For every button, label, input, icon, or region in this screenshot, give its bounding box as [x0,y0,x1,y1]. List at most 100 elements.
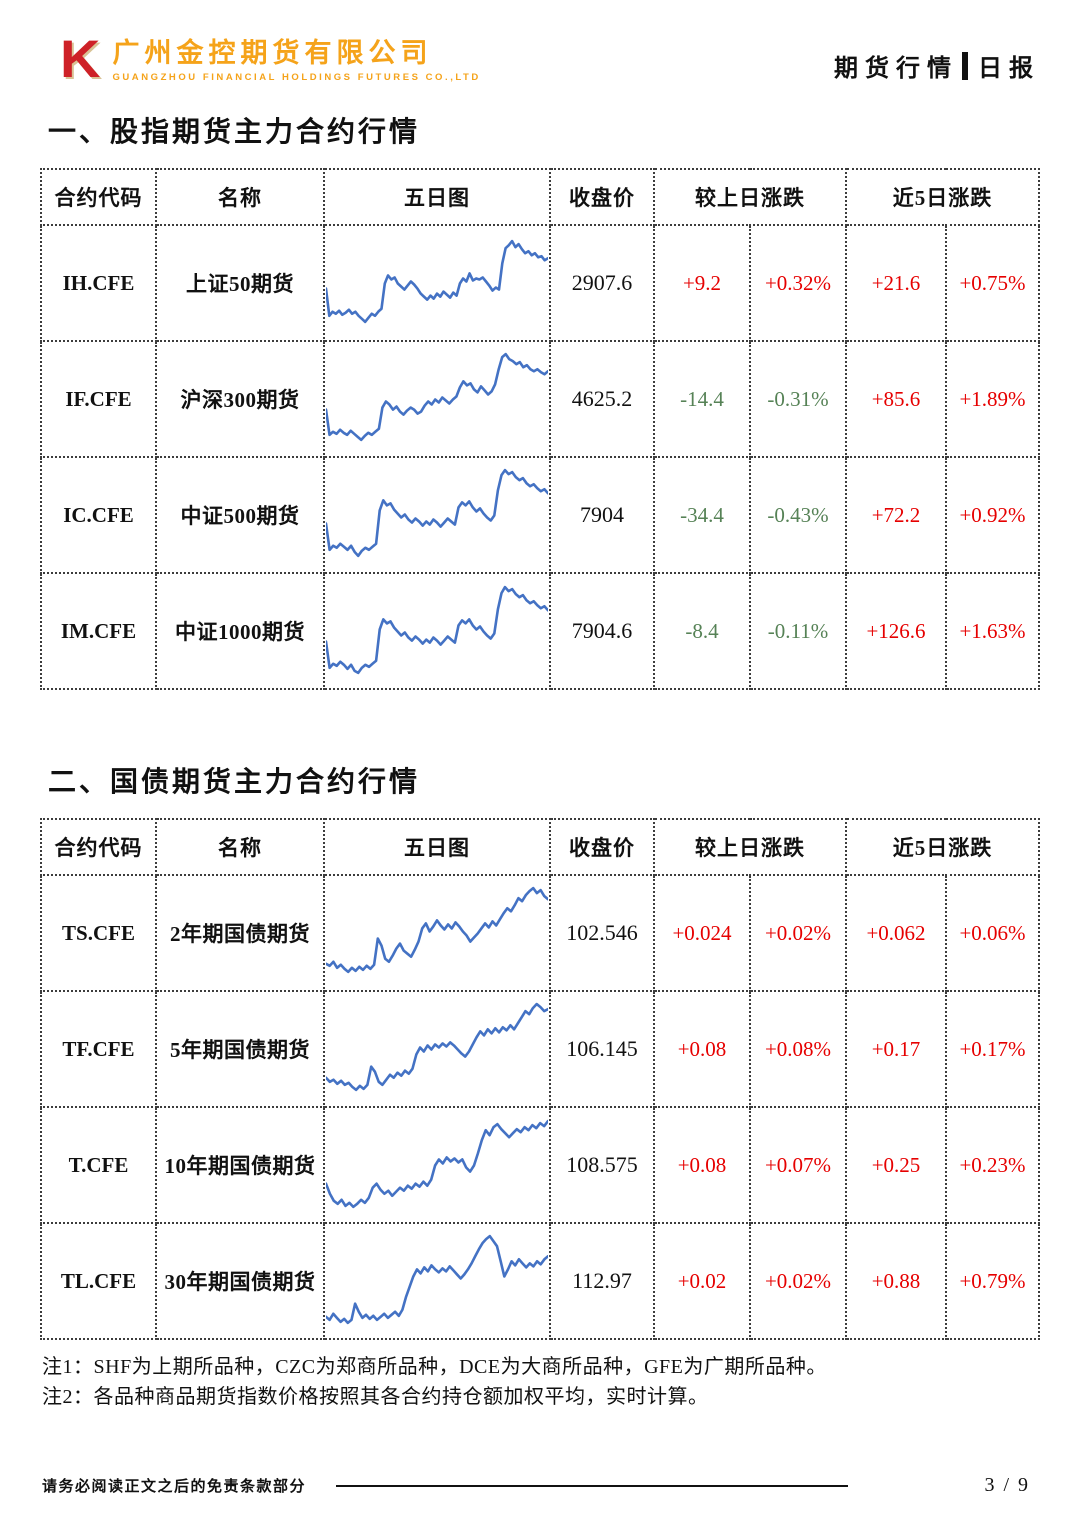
table-row: IH.CFE 上证50期货 2907.6 +9.2 +0.32% +21.6 +… [40,224,1040,342]
col-header-code: 合约代码 [40,818,157,876]
five-day-change-cell: +126.6 [845,572,947,690]
footer-rule [336,1484,849,1487]
day-change-cell: +0.02 [653,1222,751,1340]
col-header-five-day-change: 近5日涨跌 [845,818,1040,876]
footnote-2: 注2：各品种商品期货指数价格按照其各合约持仓额加权平均，实时计算。 [42,1386,709,1408]
col-header-chart: 五日图 [323,168,551,226]
close-price-cell: 102.546 [549,874,655,992]
contract-name-cell: 中证500期货 [155,456,325,574]
day-change-cell: -34.4 [653,456,751,574]
contract-name-cell: 2年期国债期货 [155,874,325,992]
table-row: IF.CFE 沪深300期货 4625.2 -14.4 -0.31% +85.6… [40,340,1040,458]
day-change-pct-cell: -0.11% [749,572,847,690]
close-price-cell: 7904 [549,456,655,574]
five-day-change-cell: +0.062 [845,874,947,992]
report-period-label: 日报 [978,56,1040,82]
five-day-change-cell: +85.6 [845,340,947,458]
col-header-day-change: 较上日涨跌 [653,168,847,226]
col-header-chart: 五日图 [323,818,551,876]
day-change-cell: +0.08 [653,990,751,1108]
five-day-change-pct-cell: +0.06% [945,874,1040,992]
report-type-banner: 期货行情 日报 [834,48,1040,83]
table-row: IM.CFE 中证1000期货 7904.6 -8.4 -0.11% +126.… [40,572,1040,690]
day-change-pct-cell: +0.08% [749,990,847,1108]
close-price-cell: 112.97 [549,1222,655,1340]
sparkline-chart [326,352,548,441]
five-day-change-cell: +0.25 [845,1106,947,1224]
day-change-cell: -14.4 [653,340,751,458]
close-price-cell: 106.145 [549,990,655,1108]
close-price-cell: 2907.6 [549,224,655,342]
contract-name-cell: 10年期国债期货 [155,1106,325,1224]
brand-k-icon: K [60,28,101,89]
sparkline-chart [326,1002,548,1091]
sparkline-cell [323,874,551,992]
table-header-row: 合约代码 名称 五日图 收盘价 较上日涨跌 近5日涨跌 [40,168,1040,226]
contract-code-cell: TL.CFE [40,1222,157,1340]
sparkline-cell [323,572,551,690]
five-day-change-cell: +21.6 [845,224,947,342]
sparkline-chart [326,239,548,323]
contract-name-cell: 上证50期货 [155,224,325,342]
sparkline-cell [323,1106,551,1224]
sparkline-chart [326,585,548,674]
col-header-close: 收盘价 [549,168,655,226]
five-day-change-pct-cell: +0.75% [945,224,1040,342]
five-day-change-pct-cell: +0.23% [945,1106,1040,1224]
divider-bar [962,51,968,80]
page-number: 3 / 9 [984,1474,1030,1496]
brand-logo: K 广州金控期货有限公司 GUANGZHOU FINANCIAL HOLDING… [60,28,481,89]
company-name-cn: 广州金控期货有限公司 [112,38,433,68]
section-title-treasury: 二、国债期货主力合约行情 [48,767,421,798]
contract-code-cell: TS.CFE [40,874,157,992]
col-header-name: 名称 [155,168,325,226]
contract-code-cell: T.CFE [40,1106,157,1224]
sparkline-chart [326,1119,548,1208]
sparkline-chart [326,468,548,557]
sparkline-cell [323,224,551,342]
close-price-cell: 7904.6 [549,572,655,690]
contract-code-cell: IM.CFE [40,572,157,690]
stock-index-futures-table: 合约代码 名称 五日图 收盘价 较上日涨跌 近5日涨跌 IH.CFE 上证50期… [40,168,1040,690]
five-day-change-pct-cell: +0.17% [945,990,1040,1108]
five-day-change-pct-cell: +0.92% [945,456,1040,574]
table-row: TS.CFE 2年期国债期货 102.546 +0.024 +0.02% +0.… [40,874,1040,992]
day-change-pct-cell: +0.02% [749,874,847,992]
col-header-close: 收盘价 [549,818,655,876]
sparkline-cell [323,990,551,1108]
page-footer: 请务必阅读正文之后的免责条款部分 3 / 9 [0,1474,1080,1497]
col-header-five-day-change: 近5日涨跌 [845,168,1040,226]
col-header-name: 名称 [155,818,325,876]
contract-code-cell: IC.CFE [40,456,157,574]
close-price-cell: 108.575 [549,1106,655,1224]
section-title-stock-index: 一、股指期货主力合约行情 [48,117,421,148]
footnotes: 注1：SHF为上期所品种，CZC为郑商所品种，DCE为大商所品种，GFE为广期所… [42,1352,1080,1412]
five-day-change-cell: +0.88 [845,1222,947,1340]
day-change-pct-cell: +0.07% [749,1106,847,1224]
page-header: K 广州金控期货有限公司 GUANGZHOU FINANCIAL HOLDING… [0,0,1080,89]
table-row: TF.CFE 5年期国债期货 106.145 +0.08 +0.08% +0.1… [40,990,1040,1108]
day-change-cell: +0.024 [653,874,751,992]
five-day-change-pct-cell: +1.89% [945,340,1040,458]
treasury-futures-table: 合约代码 名称 五日图 收盘价 较上日涨跌 近5日涨跌 TS.CFE 2年期国债… [40,818,1040,1340]
contract-name-cell: 5年期国债期货 [155,990,325,1108]
brand-text: 广州金控期货有限公司 GUANGZHOU FINANCIAL HOLDINGS … [112,34,480,83]
close-price-cell: 4625.2 [549,340,655,458]
day-change-cell: +9.2 [653,224,751,342]
table-header-row: 合约代码 名称 五日图 收盘价 较上日涨跌 近5日涨跌 [40,818,1040,876]
contract-code-cell: IF.CFE [40,340,157,458]
table-row: IC.CFE 中证500期货 7904 -34.4 -0.43% +72.2 +… [40,456,1040,574]
contract-name-cell: 沪深300期货 [155,340,325,458]
col-header-day-change: 较上日涨跌 [653,818,847,876]
day-change-pct-cell: +0.02% [749,1222,847,1340]
sparkline-chart [326,886,548,973]
contract-code-cell: IH.CFE [40,224,157,342]
footnote-1: 注1：SHF为上期所品种，CZC为郑商所品种，DCE为大商所品种，GFE为广期所… [42,1356,827,1378]
sparkline-cell [323,1222,551,1340]
col-header-code: 合约代码 [40,168,157,226]
day-change-pct-cell: +0.32% [749,224,847,342]
day-change-pct-cell: -0.31% [749,340,847,458]
report-type-label: 期货行情 [834,56,958,82]
sparkline-cell [323,456,551,574]
